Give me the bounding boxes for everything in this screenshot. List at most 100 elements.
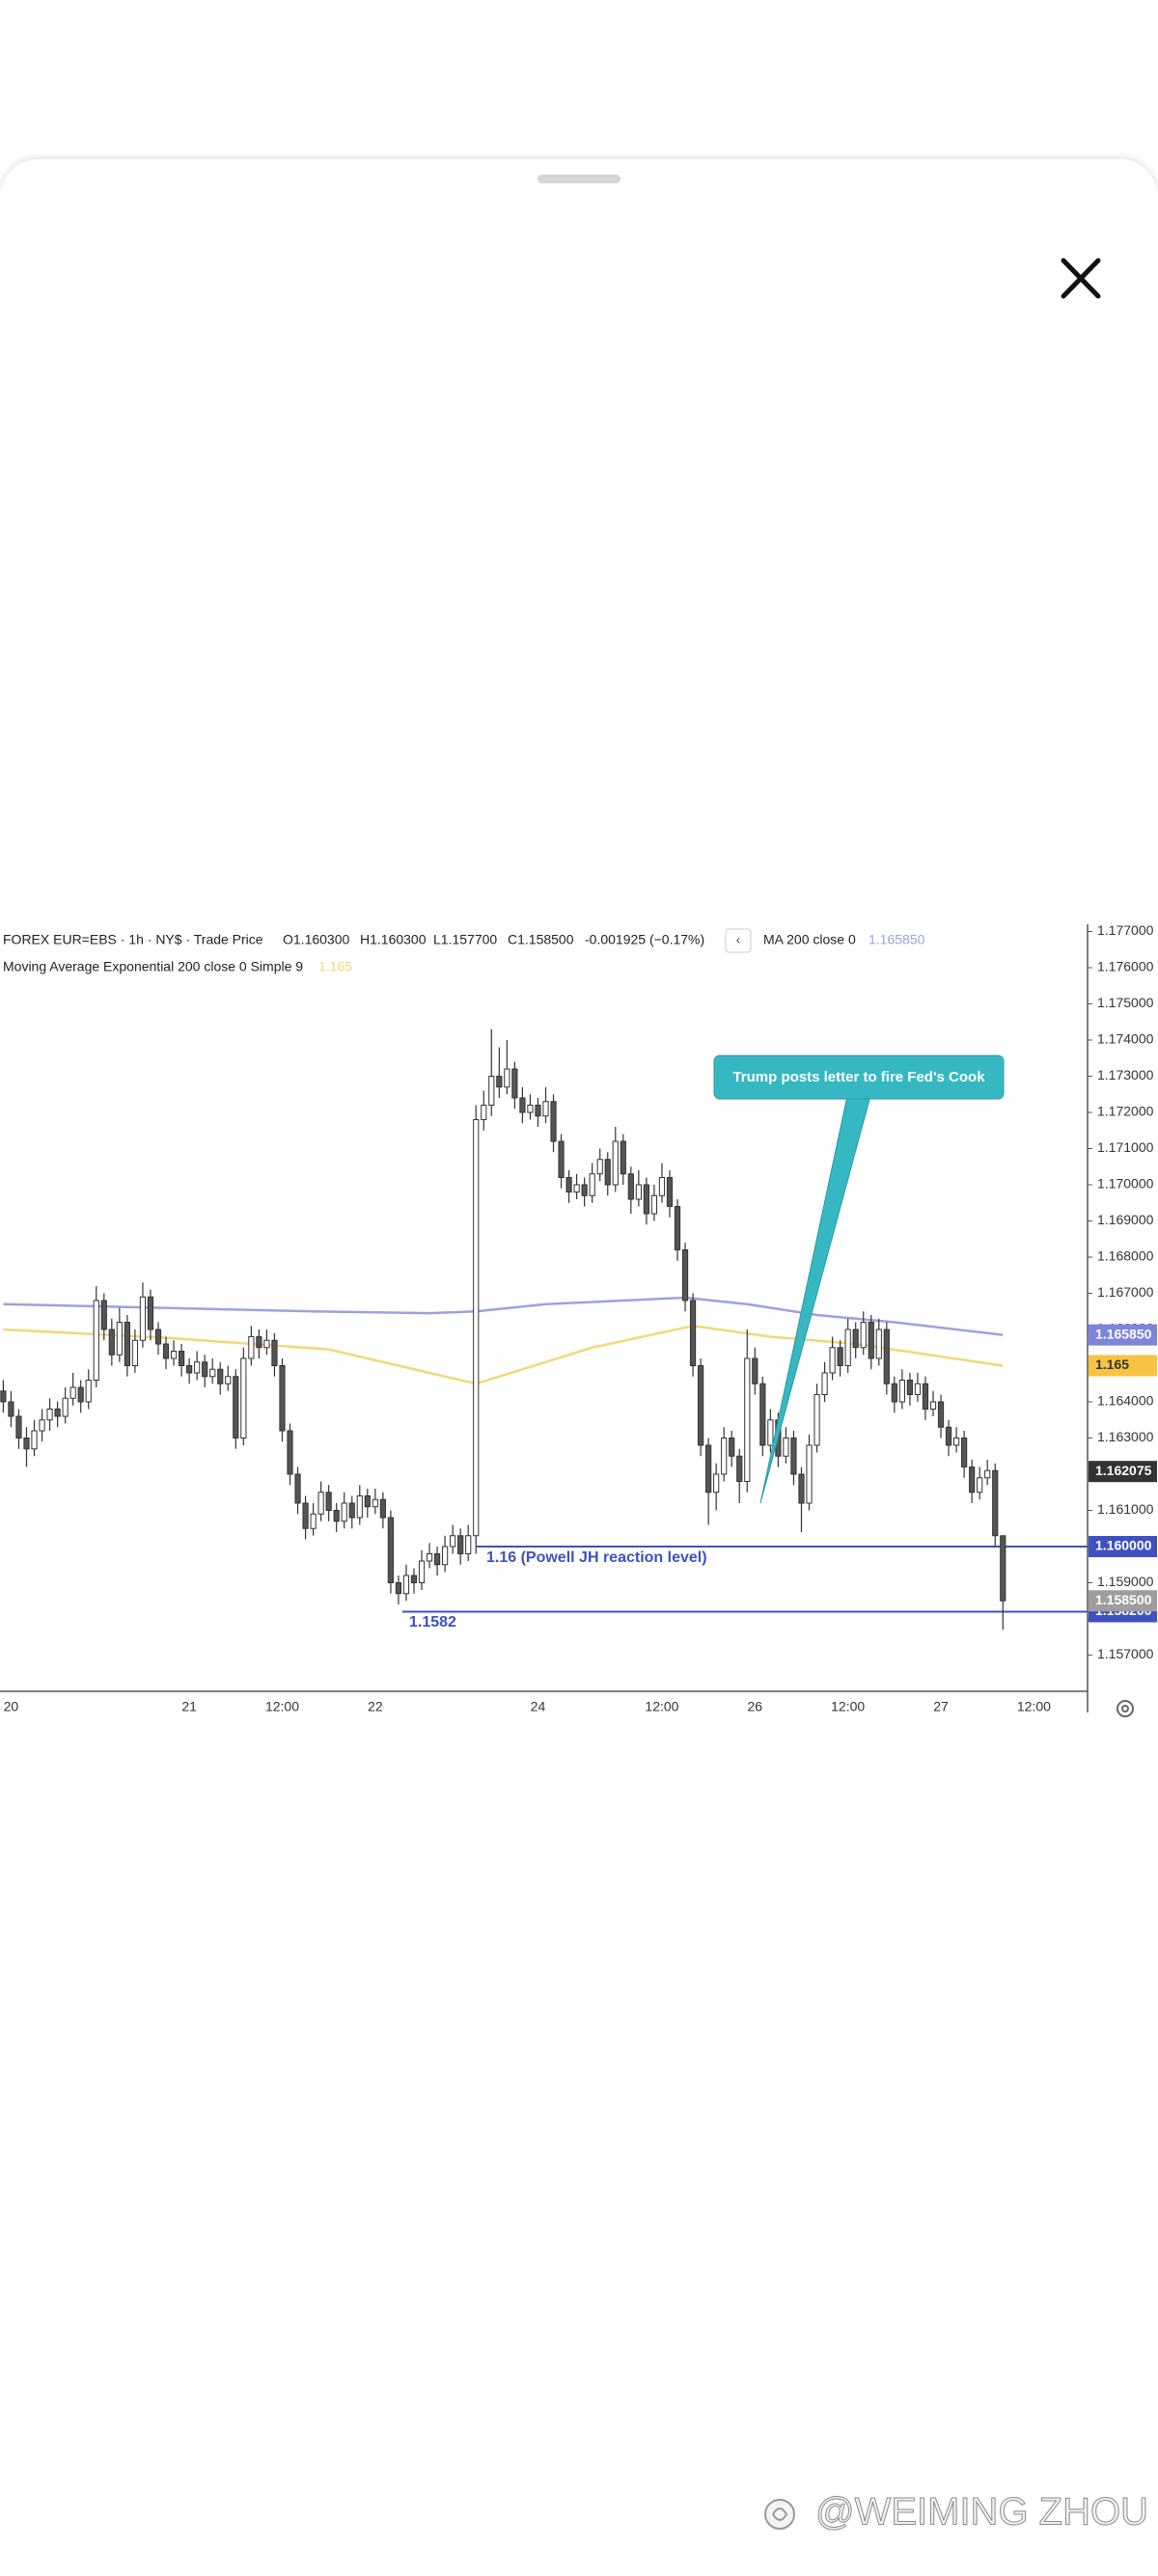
candle-body [698, 1365, 704, 1446]
y-tick-label: 1.177000 [1097, 922, 1154, 938]
x-tick-label: 22 [368, 1699, 383, 1714]
candle-body [62, 1397, 69, 1417]
candle-body [806, 1444, 813, 1504]
y-tick-label: 1.175000 [1097, 995, 1154, 1010]
ohlc-legend: H1.160300 [360, 932, 427, 947]
candle-body [31, 1430, 38, 1450]
price-badge [1089, 1590, 1157, 1612]
candle-body [124, 1322, 130, 1366]
candle-body [504, 1068, 510, 1088]
candle-body [433, 1553, 441, 1566]
candle-body [15, 1415, 22, 1439]
candle-body [0, 1390, 7, 1403]
collapse-button[interactable] [725, 928, 752, 953]
y-tick-label: 1.157000 [1097, 1646, 1154, 1661]
legend-value: 1.165850 [868, 932, 925, 947]
candle-body [170, 1351, 178, 1359]
x-tick-label: 26 [748, 1699, 763, 1714]
y-tick-label: 1.171000 [1097, 1139, 1154, 1155]
candle-body [279, 1365, 286, 1432]
close-button[interactable] [1061, 258, 1101, 299]
collapse-icon: ‹ [736, 932, 741, 947]
watermark: @WEIMING ZHOU [815, 2491, 1148, 2534]
candle-body [914, 1383, 922, 1395]
candle-body [131, 1339, 139, 1366]
candle-body [387, 1517, 394, 1583]
x-tick-label: 20 [4, 1699, 19, 1714]
x-tick-label: 21 [181, 1699, 197, 1714]
drag-handle[interactable] [538, 175, 620, 183]
level-label: 1.1582 [409, 1614, 456, 1631]
candle-body [752, 1357, 758, 1384]
candle-body [945, 1426, 952, 1446]
candle-body [202, 1361, 208, 1378]
candle-body [116, 1322, 123, 1356]
candle-body [418, 1560, 426, 1583]
candle-body [674, 1206, 681, 1250]
ohlc-legend: C1.158500 [508, 932, 574, 947]
candle-body [705, 1444, 712, 1494]
candle-body [589, 1173, 595, 1196]
candle-body [929, 1401, 937, 1410]
candle-body [426, 1553, 433, 1562]
x-tick-label: 27 [933, 1699, 949, 1714]
candle-body [333, 1510, 340, 1522]
y-tick-label: 1.176000 [1097, 959, 1154, 974]
candle-body [379, 1498, 386, 1519]
candle-body [372, 1498, 378, 1508]
candle-body [263, 1339, 270, 1349]
candle-body [852, 1329, 859, 1349]
candle-body [395, 1582, 402, 1595]
candle-body [767, 1419, 774, 1446]
candle-body [821, 1372, 828, 1395]
candle-body [325, 1492, 332, 1511]
candle-body [194, 1361, 201, 1374]
ohlc-legend: -0.001925 (−0.17%) [585, 932, 704, 947]
candle-body [558, 1140, 565, 1178]
candle-body [868, 1322, 874, 1359]
watermark-logo [764, 2499, 795, 2530]
moving-average-line [3, 1296, 1004, 1336]
candle-body [178, 1351, 185, 1366]
candle-body [736, 1455, 743, 1482]
candle-body [969, 1466, 976, 1494]
moving-average-line [3, 1324, 1004, 1385]
candle-body [310, 1513, 317, 1529]
candle-body [256, 1336, 262, 1349]
candle-body [162, 1343, 170, 1359]
y-tick-label: 1.163000 [1097, 1429, 1154, 1444]
callout-text: Trump posts letter to fire Fed's Cook [732, 1069, 985, 1085]
candle-body [620, 1140, 626, 1175]
candle-body [519, 1097, 526, 1113]
candle-body [511, 1068, 518, 1099]
candle-body [729, 1438, 735, 1457]
candle-body [906, 1380, 914, 1395]
candle-body [481, 1105, 487, 1120]
candle-body [744, 1357, 751, 1482]
candle-body [658, 1177, 666, 1196]
candle-body [8, 1401, 14, 1417]
candle-body [294, 1473, 301, 1504]
settings-icon[interactable] [1117, 1700, 1134, 1717]
candle-body [635, 1184, 642, 1200]
callout-box [713, 1055, 1005, 1100]
candle-body [402, 1575, 410, 1595]
candle-body [790, 1438, 797, 1475]
candle-body [410, 1575, 418, 1583]
candle-body [681, 1249, 689, 1302]
y-tick-label: 1.170000 [1097, 1176, 1154, 1192]
x-tick-label: 12:00 [1017, 1699, 1051, 1714]
candle-body [54, 1409, 61, 1417]
y-tick-label: 1.174000 [1097, 1031, 1154, 1047]
price-badge-label: 1.158500 [1095, 1592, 1152, 1607]
candle-body [977, 1477, 983, 1494]
chart-title: FOREX EUR=EBS · 1h · NY$ · Trade Price [3, 932, 263, 947]
price-badge [1089, 1536, 1157, 1557]
candle-body [891, 1383, 897, 1403]
candle-body [961, 1438, 968, 1467]
legend-label: Moving Average Exponential 200 close 0 S… [3, 959, 303, 974]
candle-body [550, 1101, 557, 1142]
sheet [0, 159, 1158, 2576]
candle-body [39, 1419, 45, 1432]
